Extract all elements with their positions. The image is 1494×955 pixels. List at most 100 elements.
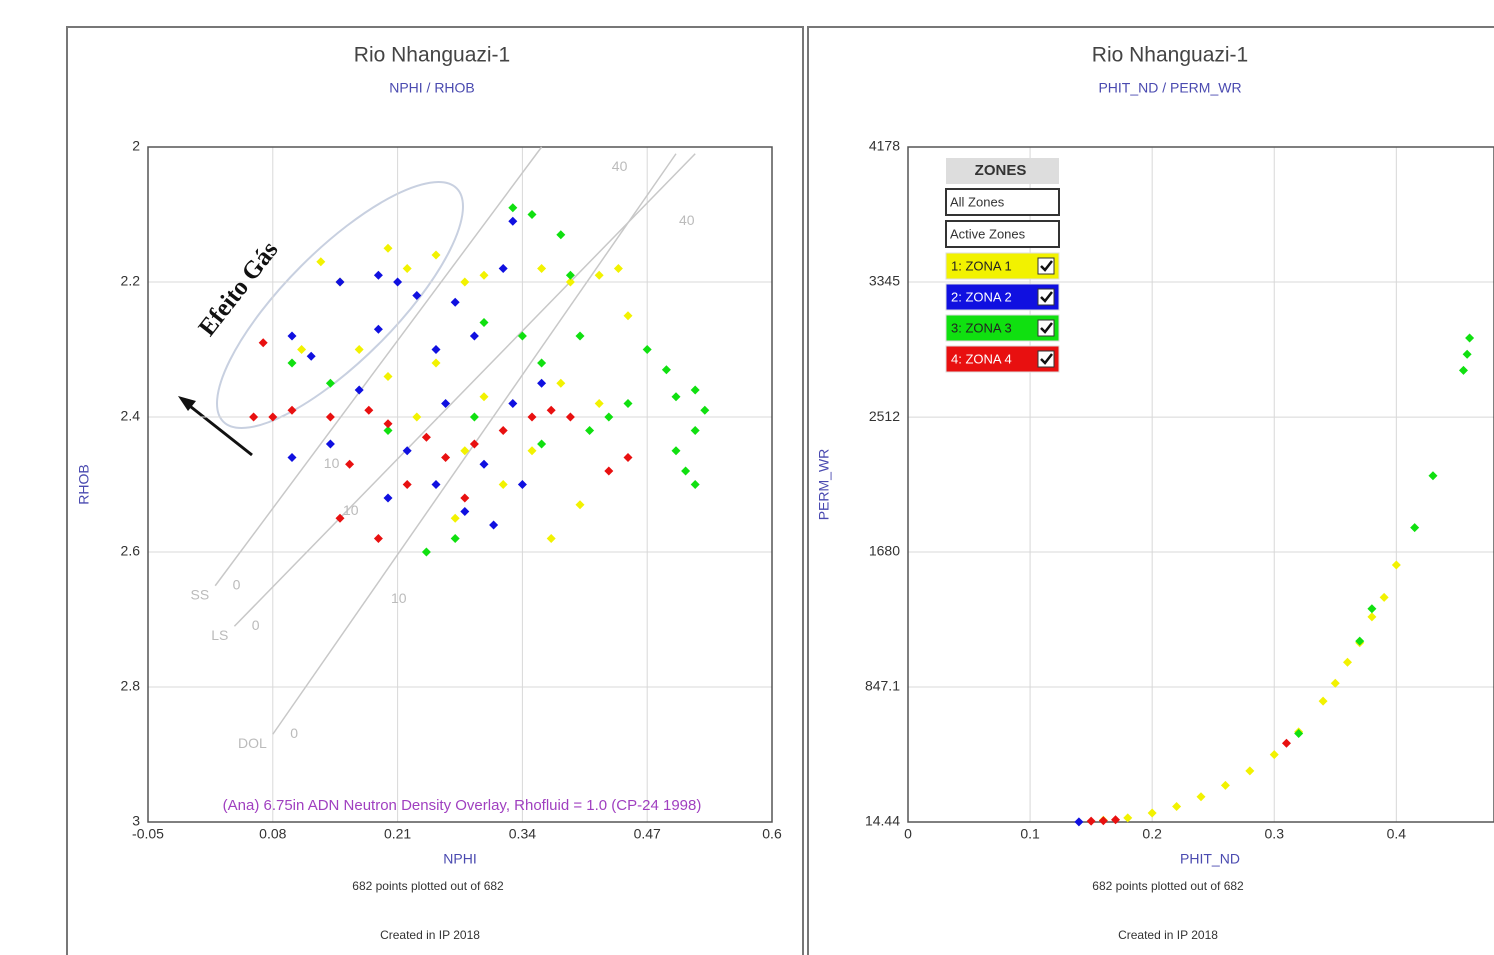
data-point [354,385,364,395]
overlay-name: DOL [238,735,267,751]
data-point [537,439,547,449]
y-tick-label: 2.6 [121,543,141,559]
x-tick-label: 0.2 [1142,826,1162,842]
data-point [383,372,393,381]
x-axis-label: PHIT_ND [1180,851,1240,867]
data-point [1172,802,1182,812]
data-point [508,399,518,408]
data-point [479,392,489,402]
overlay-mark: 0 [290,725,298,741]
data-point [517,480,527,489]
chart-subtitle: NPHI / RHOB [389,80,475,96]
x-tick-label: 0.34 [509,826,536,842]
data-point [623,311,633,321]
legend-checkbox[interactable] [1037,288,1055,306]
check-mark [1040,322,1053,334]
data-point [383,426,393,435]
legend-checkbox[interactable] [1037,319,1055,337]
data-point [537,358,547,368]
data-point [306,351,316,361]
data-point [671,392,681,402]
data-point [575,500,585,510]
legend-title: ZONES [975,162,1027,179]
data-point [1086,816,1096,826]
data-point [354,345,364,354]
data-point [623,453,633,462]
legend-checkbox[interactable] [1037,350,1055,368]
data-point [642,345,652,354]
data-point [421,547,431,557]
legend-button[interactable] [945,220,1060,248]
data-point [373,324,383,334]
data-point [325,378,335,388]
chart-subtitle: PHIT_ND / PERM_WR [1098,80,1241,96]
data-point [297,345,307,354]
overlay-mark: 0 [233,576,241,592]
y-tick-label: 1680 [869,543,900,559]
data-point [412,291,422,300]
y-axis-label: RHOB [76,464,92,504]
legend-button[interactable] [945,188,1060,216]
left-panel [66,26,804,955]
data-point [1269,750,1279,760]
legend-button-label: All Zones [950,194,1005,209]
data-point [431,250,441,260]
data-point [613,264,623,273]
data-point [1391,560,1401,570]
data-point [335,513,345,523]
data-point [479,459,489,469]
data-point [556,230,566,240]
data-point [325,439,335,449]
legend-checkbox[interactable] [1037,257,1055,275]
data-point [1281,738,1291,748]
y-tick-label: 2.8 [121,678,141,694]
data-point [575,331,585,341]
data-point [441,399,451,408]
chart-title: Rio Nhanguazi-1 [1092,44,1248,67]
data-point [1458,365,1468,375]
data-point [661,365,671,375]
data-point [460,493,470,503]
y-tick-label: 3 [132,813,140,829]
x-tick-label: 0 [904,826,912,842]
data-point [402,480,412,489]
data-point [527,210,537,219]
data-point [258,338,268,348]
overlay-mark: 10 [324,455,340,471]
data-point [527,412,537,422]
data-point [700,405,710,415]
data-point [431,358,441,368]
data-point [498,480,508,489]
data-point [498,264,508,273]
data-point [479,318,489,327]
data-point [681,466,691,476]
data-point [604,466,614,476]
x-tick-label: 0.6 [762,826,782,842]
data-point [402,446,412,456]
data-point [604,412,614,422]
data-point [594,399,604,408]
x-tick-label: -0.05 [132,826,164,842]
footnote: 682 points plotted out of 682 [1092,879,1244,893]
data-point [1355,636,1365,646]
overlay-name: SS [191,586,210,602]
y-tick-label: 2.2 [121,273,141,289]
overlay-line [214,146,543,587]
data-point [373,534,383,543]
data-point [1111,815,1121,825]
gas-arrow [185,401,253,457]
x-tick-label: 0.08 [259,826,286,842]
data-point [508,216,518,226]
data-point [1098,816,1108,826]
data-point [517,331,527,341]
y-tick-label: 2.4 [121,408,141,424]
data-point [383,493,393,503]
data-point [441,453,451,462]
data-point [469,331,479,341]
data-point [690,480,700,489]
overlay-mark: 0 [252,617,260,633]
x-axis-label: NPHI [443,851,476,867]
data-point [345,459,355,469]
legend-item[interactable] [945,314,1060,342]
